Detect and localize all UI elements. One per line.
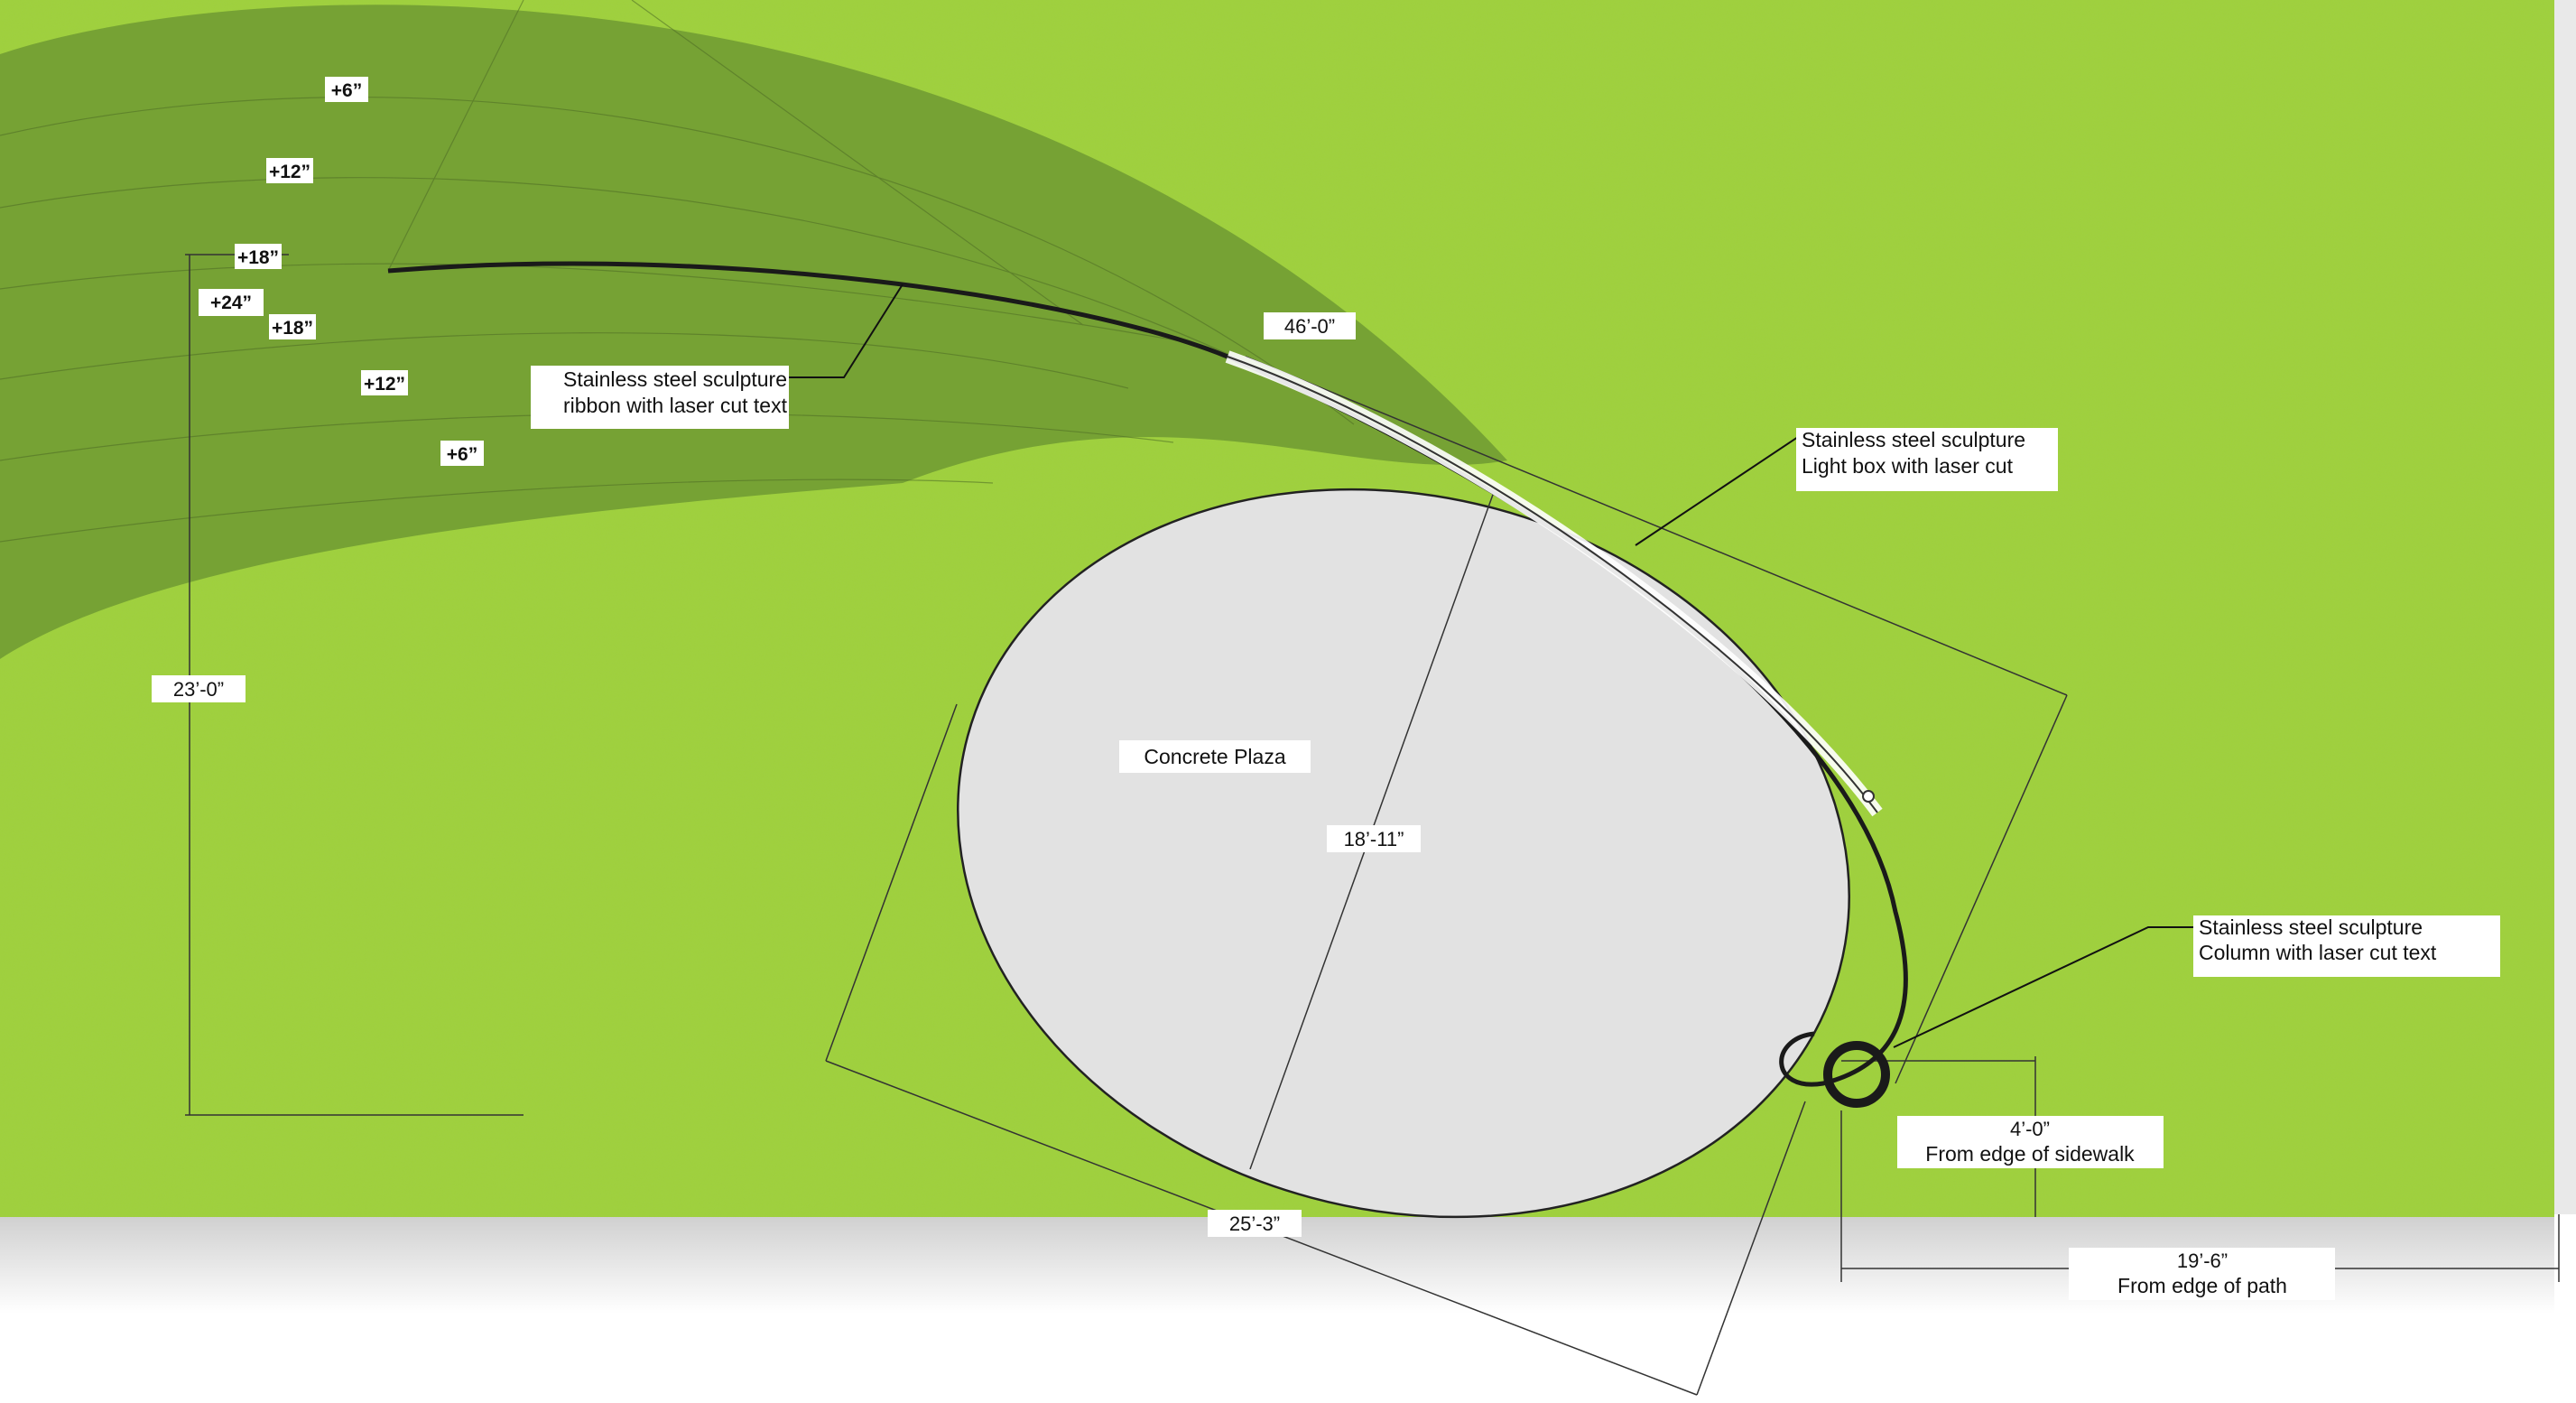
elevation-label-upper-3: +18”: [235, 244, 282, 269]
sculpture-lightbox-outline: [1227, 356, 1878, 813]
elevation-label-lower-2: +12”: [361, 370, 408, 395]
svg-text:Stainless steel sculpture: Stainless steel sculpture: [563, 367, 787, 391]
dimension-sidewalk-offset: 4’-0” From edge of sidewalk: [1897, 1116, 2164, 1168]
svg-text:+12”: +12”: [269, 162, 310, 182]
dimension-plaza-long-axis: 25’-3”: [1208, 1210, 1302, 1237]
ground-edge-shadow: [2554, 0, 2576, 1214]
elevation-label-lower-1: +18”: [269, 314, 316, 339]
dimension-plaza-short-axis: 18’-11”: [1327, 825, 1421, 852]
svg-text:+12”: +12”: [364, 374, 405, 395]
plaza-label: Concrete Plaza: [1119, 740, 1311, 773]
dimension-mound-width: 23’-0”: [152, 675, 246, 702]
svg-text:25’-3”: 25’-3”: [1229, 1213, 1280, 1235]
callout-lightbox: Stainless steel sculpture Light box with…: [1796, 428, 2058, 491]
elevation-label-peak: +24”: [199, 289, 264, 316]
sculpture-column: [1823, 1041, 1890, 1108]
elevation-label-upper-1: +6”: [325, 77, 368, 102]
svg-text:Column with laser cut text: Column with laser cut text: [2199, 941, 2437, 964]
svg-text:+6”: +6”: [447, 444, 477, 465]
elevation-label-upper-2: +12”: [266, 158, 313, 183]
concrete-plaza: [957, 488, 1850, 1219]
svg-text:Concrete Plaza: Concrete Plaza: [1144, 745, 1285, 768]
callout-column: Stainless steel sculpture Column with la…: [2193, 915, 2500, 977]
svg-text:23’-0”: 23’-0”: [173, 678, 224, 701]
elevation-label-lower-3: +6”: [440, 441, 484, 466]
svg-text:From edge of path: From edge of path: [2117, 1274, 2287, 1297]
svg-text:+24”: +24”: [210, 293, 252, 313]
dimension-ribbon-length: 46’-0”: [1264, 312, 1356, 339]
svg-text:19’-6”: 19’-6”: [2177, 1250, 2228, 1272]
svg-text:+6”: +6”: [331, 80, 362, 101]
svg-text:Light box with laser cut: Light box with laser cut: [1802, 454, 2014, 478]
svg-text:+18”: +18”: [272, 318, 313, 339]
svg-text:ribbon with laser cut text: ribbon with laser cut text: [563, 394, 788, 417]
svg-text:4’-0”: 4’-0”: [2010, 1118, 2050, 1140]
sculpture-node: [1862, 790, 1875, 803]
svg-text:Stainless steel sculpture: Stainless steel sculpture: [2199, 915, 2423, 939]
earth-mound: [0, 5, 1507, 660]
svg-text:Stainless steel sculpture: Stainless steel sculpture: [1802, 428, 2025, 451]
callout-ribbon: Stainless steel sculpture ribbon with la…: [531, 366, 789, 429]
svg-text:From edge of sidewalk: From edge of sidewalk: [1925, 1142, 2135, 1166]
svg-text:46’-0”: 46’-0”: [1284, 315, 1335, 338]
svg-text:18’-11”: 18’-11”: [1344, 828, 1404, 850]
dimension-path-offset: 19’-6” From edge of path: [2069, 1248, 2335, 1300]
svg-text:+18”: +18”: [237, 247, 279, 268]
